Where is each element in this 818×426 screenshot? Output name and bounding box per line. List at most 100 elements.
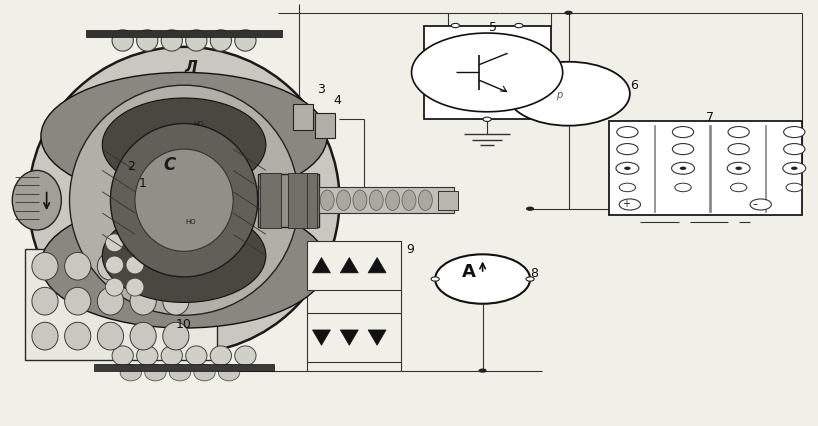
Text: НО: НО — [186, 219, 196, 225]
Text: 2: 2 — [127, 161, 135, 173]
Text: 1: 1 — [139, 178, 147, 190]
Text: р: р — [556, 90, 563, 100]
Circle shape — [619, 183, 636, 192]
Ellipse shape — [130, 252, 156, 280]
Ellipse shape — [126, 234, 144, 252]
Ellipse shape — [102, 98, 266, 192]
Text: 10: 10 — [176, 318, 191, 331]
Circle shape — [617, 144, 638, 155]
Circle shape — [616, 162, 639, 174]
Circle shape — [431, 207, 439, 211]
Bar — [709, 125, 711, 212]
Ellipse shape — [135, 149, 233, 251]
Ellipse shape — [337, 190, 351, 210]
Circle shape — [784, 127, 805, 138]
Circle shape — [675, 183, 691, 192]
Ellipse shape — [130, 322, 156, 350]
Bar — [315, 113, 335, 138]
Bar — [94, 364, 274, 371]
Ellipse shape — [106, 234, 124, 252]
Bar — [307, 241, 401, 290]
Circle shape — [728, 127, 749, 138]
Ellipse shape — [130, 287, 156, 315]
Bar — [319, 187, 454, 213]
Ellipse shape — [29, 47, 339, 354]
Ellipse shape — [386, 190, 400, 210]
Circle shape — [624, 167, 631, 170]
Ellipse shape — [112, 346, 133, 366]
Ellipse shape — [32, 252, 58, 280]
Text: 6: 6 — [630, 80, 638, 92]
Ellipse shape — [32, 322, 58, 350]
Text: –: – — [753, 199, 757, 209]
Ellipse shape — [210, 346, 231, 366]
Circle shape — [727, 162, 750, 174]
Circle shape — [564, 11, 573, 15]
Bar — [25, 249, 217, 360]
Ellipse shape — [110, 124, 258, 277]
Circle shape — [526, 207, 534, 211]
Polygon shape — [312, 257, 330, 273]
Bar — [424, 26, 551, 119]
Ellipse shape — [161, 30, 182, 51]
Text: C: C — [164, 156, 176, 174]
Ellipse shape — [186, 346, 207, 366]
Circle shape — [479, 368, 487, 373]
Ellipse shape — [145, 365, 166, 381]
Text: 4: 4 — [333, 95, 341, 107]
Ellipse shape — [126, 256, 144, 274]
Circle shape — [431, 277, 439, 281]
Ellipse shape — [120, 365, 142, 381]
Text: НО: НО — [194, 121, 204, 127]
Bar — [293, 104, 313, 130]
Ellipse shape — [106, 256, 124, 274]
Bar — [438, 191, 458, 210]
Ellipse shape — [65, 252, 91, 280]
Ellipse shape — [65, 287, 91, 315]
Ellipse shape — [112, 30, 133, 51]
Text: 8: 8 — [530, 267, 538, 280]
Bar — [765, 125, 766, 212]
Circle shape — [411, 33, 563, 112]
Ellipse shape — [235, 30, 256, 51]
Text: +: + — [622, 199, 630, 209]
Bar — [307, 313, 401, 362]
Ellipse shape — [106, 278, 124, 296]
Ellipse shape — [97, 287, 124, 315]
Polygon shape — [340, 330, 358, 345]
Bar — [288, 173, 308, 228]
Circle shape — [786, 183, 802, 192]
Ellipse shape — [169, 365, 191, 381]
Circle shape — [213, 207, 221, 211]
Circle shape — [735, 167, 742, 170]
Bar — [609, 121, 802, 215]
Ellipse shape — [126, 278, 144, 296]
Ellipse shape — [235, 346, 256, 366]
Circle shape — [452, 23, 460, 28]
Circle shape — [515, 23, 523, 28]
Ellipse shape — [370, 190, 383, 210]
Ellipse shape — [353, 190, 367, 210]
Circle shape — [617, 127, 638, 138]
Polygon shape — [368, 257, 386, 273]
Polygon shape — [340, 257, 358, 273]
Ellipse shape — [70, 85, 299, 315]
Ellipse shape — [163, 322, 189, 350]
Circle shape — [784, 144, 805, 155]
Circle shape — [783, 162, 806, 174]
Polygon shape — [312, 330, 330, 345]
Bar — [260, 173, 281, 228]
Ellipse shape — [186, 30, 207, 51]
Circle shape — [483, 117, 491, 121]
Bar — [307, 173, 317, 228]
Ellipse shape — [102, 209, 266, 302]
Text: 5: 5 — [489, 21, 497, 34]
Text: 7: 7 — [706, 112, 714, 124]
Ellipse shape — [419, 190, 432, 210]
Ellipse shape — [41, 200, 327, 328]
Ellipse shape — [97, 252, 124, 280]
Ellipse shape — [161, 346, 182, 366]
Bar — [258, 174, 319, 227]
Circle shape — [750, 199, 771, 210]
Text: Л: Л — [184, 60, 197, 75]
